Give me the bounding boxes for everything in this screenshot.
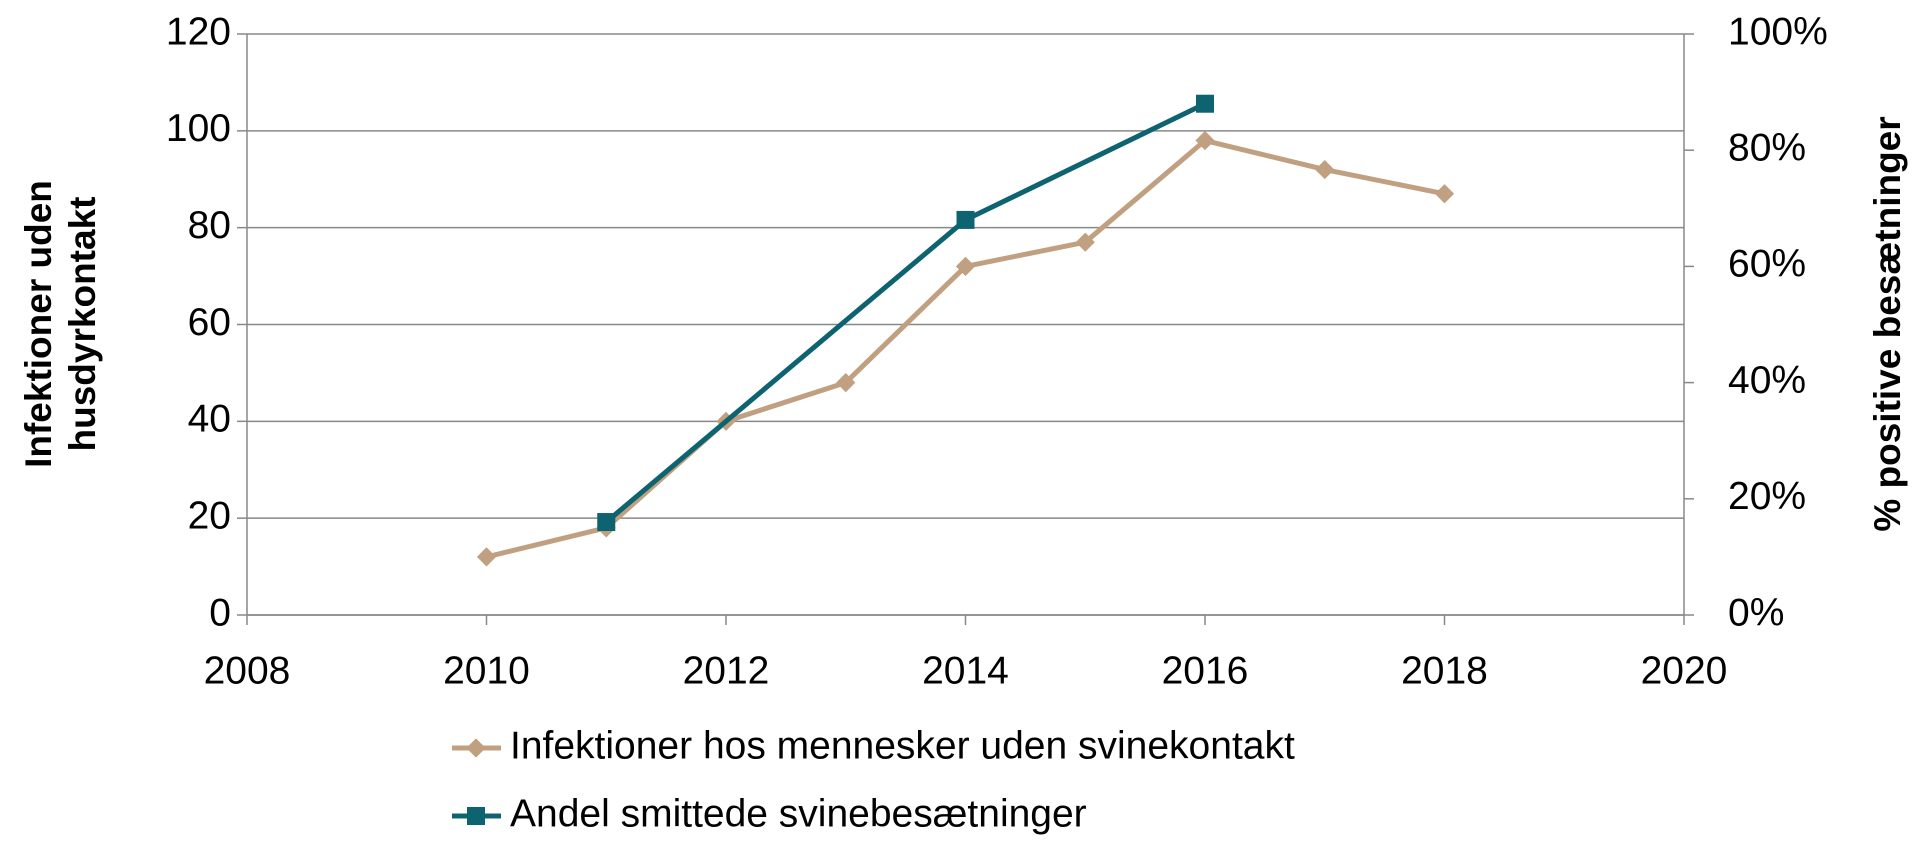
legend-marker [467,807,485,825]
y2-tick-label: 60% [1728,243,1806,286]
y-tick-label: 120 [166,10,231,53]
x-tick-label: 2014 [922,649,1009,692]
x-tick-label: 2010 [443,649,530,692]
y2-tick-label: 80% [1728,126,1806,169]
data-point [956,210,975,229]
x-tick-label: 2008 [204,649,291,692]
data-point [955,256,976,276]
y-axis-title: husdyrkontakt [62,197,103,452]
y2-axis-title: % positive besætninger [1867,116,1908,531]
data-point [597,513,616,532]
data-point [1434,184,1455,204]
y2-tick-label: 0% [1728,591,1784,634]
y-tick-label: 0 [209,591,231,634]
legend-marker [466,738,486,758]
series-line [485,138,1445,560]
y2-tick-label: 40% [1728,359,1806,402]
y-tick-label: 100 [166,107,231,150]
x-tick-label: 2016 [1162,649,1249,692]
x-tick-label: 2020 [1641,649,1728,692]
data-point [836,373,856,393]
y-axis-title-group: Infektioner uden husdyrkontakt [18,180,103,468]
data-point [1075,232,1095,252]
legend-label: Andel smittede svinebesætninger [510,792,1087,835]
y-tick-label: 20 [188,494,231,537]
legend-label: Infektioner hos mennesker uden svinekont… [510,724,1295,767]
x-tick-label: 2018 [1401,649,1488,692]
y-tick-label: 80 [188,204,231,247]
y-tick-label: 60 [188,301,231,344]
data-point [1195,130,1215,151]
y-tick-label: 40 [188,398,231,441]
data-point [1315,159,1335,180]
series-line [604,101,1207,524]
x-tick-label: 2012 [683,649,770,692]
data-point [1196,94,1214,113]
y-axis-title: Infektioner uden [18,180,59,468]
y2-tick-label: 20% [1728,475,1806,518]
data-point [476,547,497,567]
y2-tick-label: 100% [1728,10,1828,53]
